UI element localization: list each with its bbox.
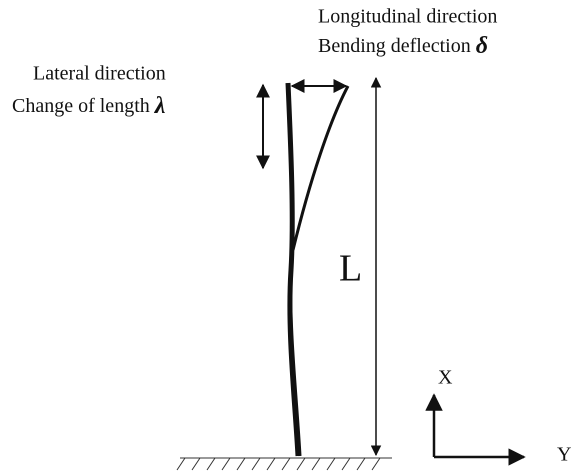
longitudinal-label: Longitudinal direction bbox=[318, 6, 497, 28]
beam-edge bbox=[289, 269, 302, 457]
ground bbox=[176, 457, 392, 471]
deflected-beam bbox=[291, 85, 350, 251]
lateral-label: Lateral direction bbox=[33, 63, 166, 85]
bending-label: Bending deflection δ bbox=[318, 33, 488, 59]
x-axis-label: X bbox=[438, 367, 453, 389]
length-label: L bbox=[339, 248, 362, 290]
change-label: Change of length λ bbox=[12, 93, 166, 119]
y-axis-label: Y bbox=[557, 444, 571, 466]
